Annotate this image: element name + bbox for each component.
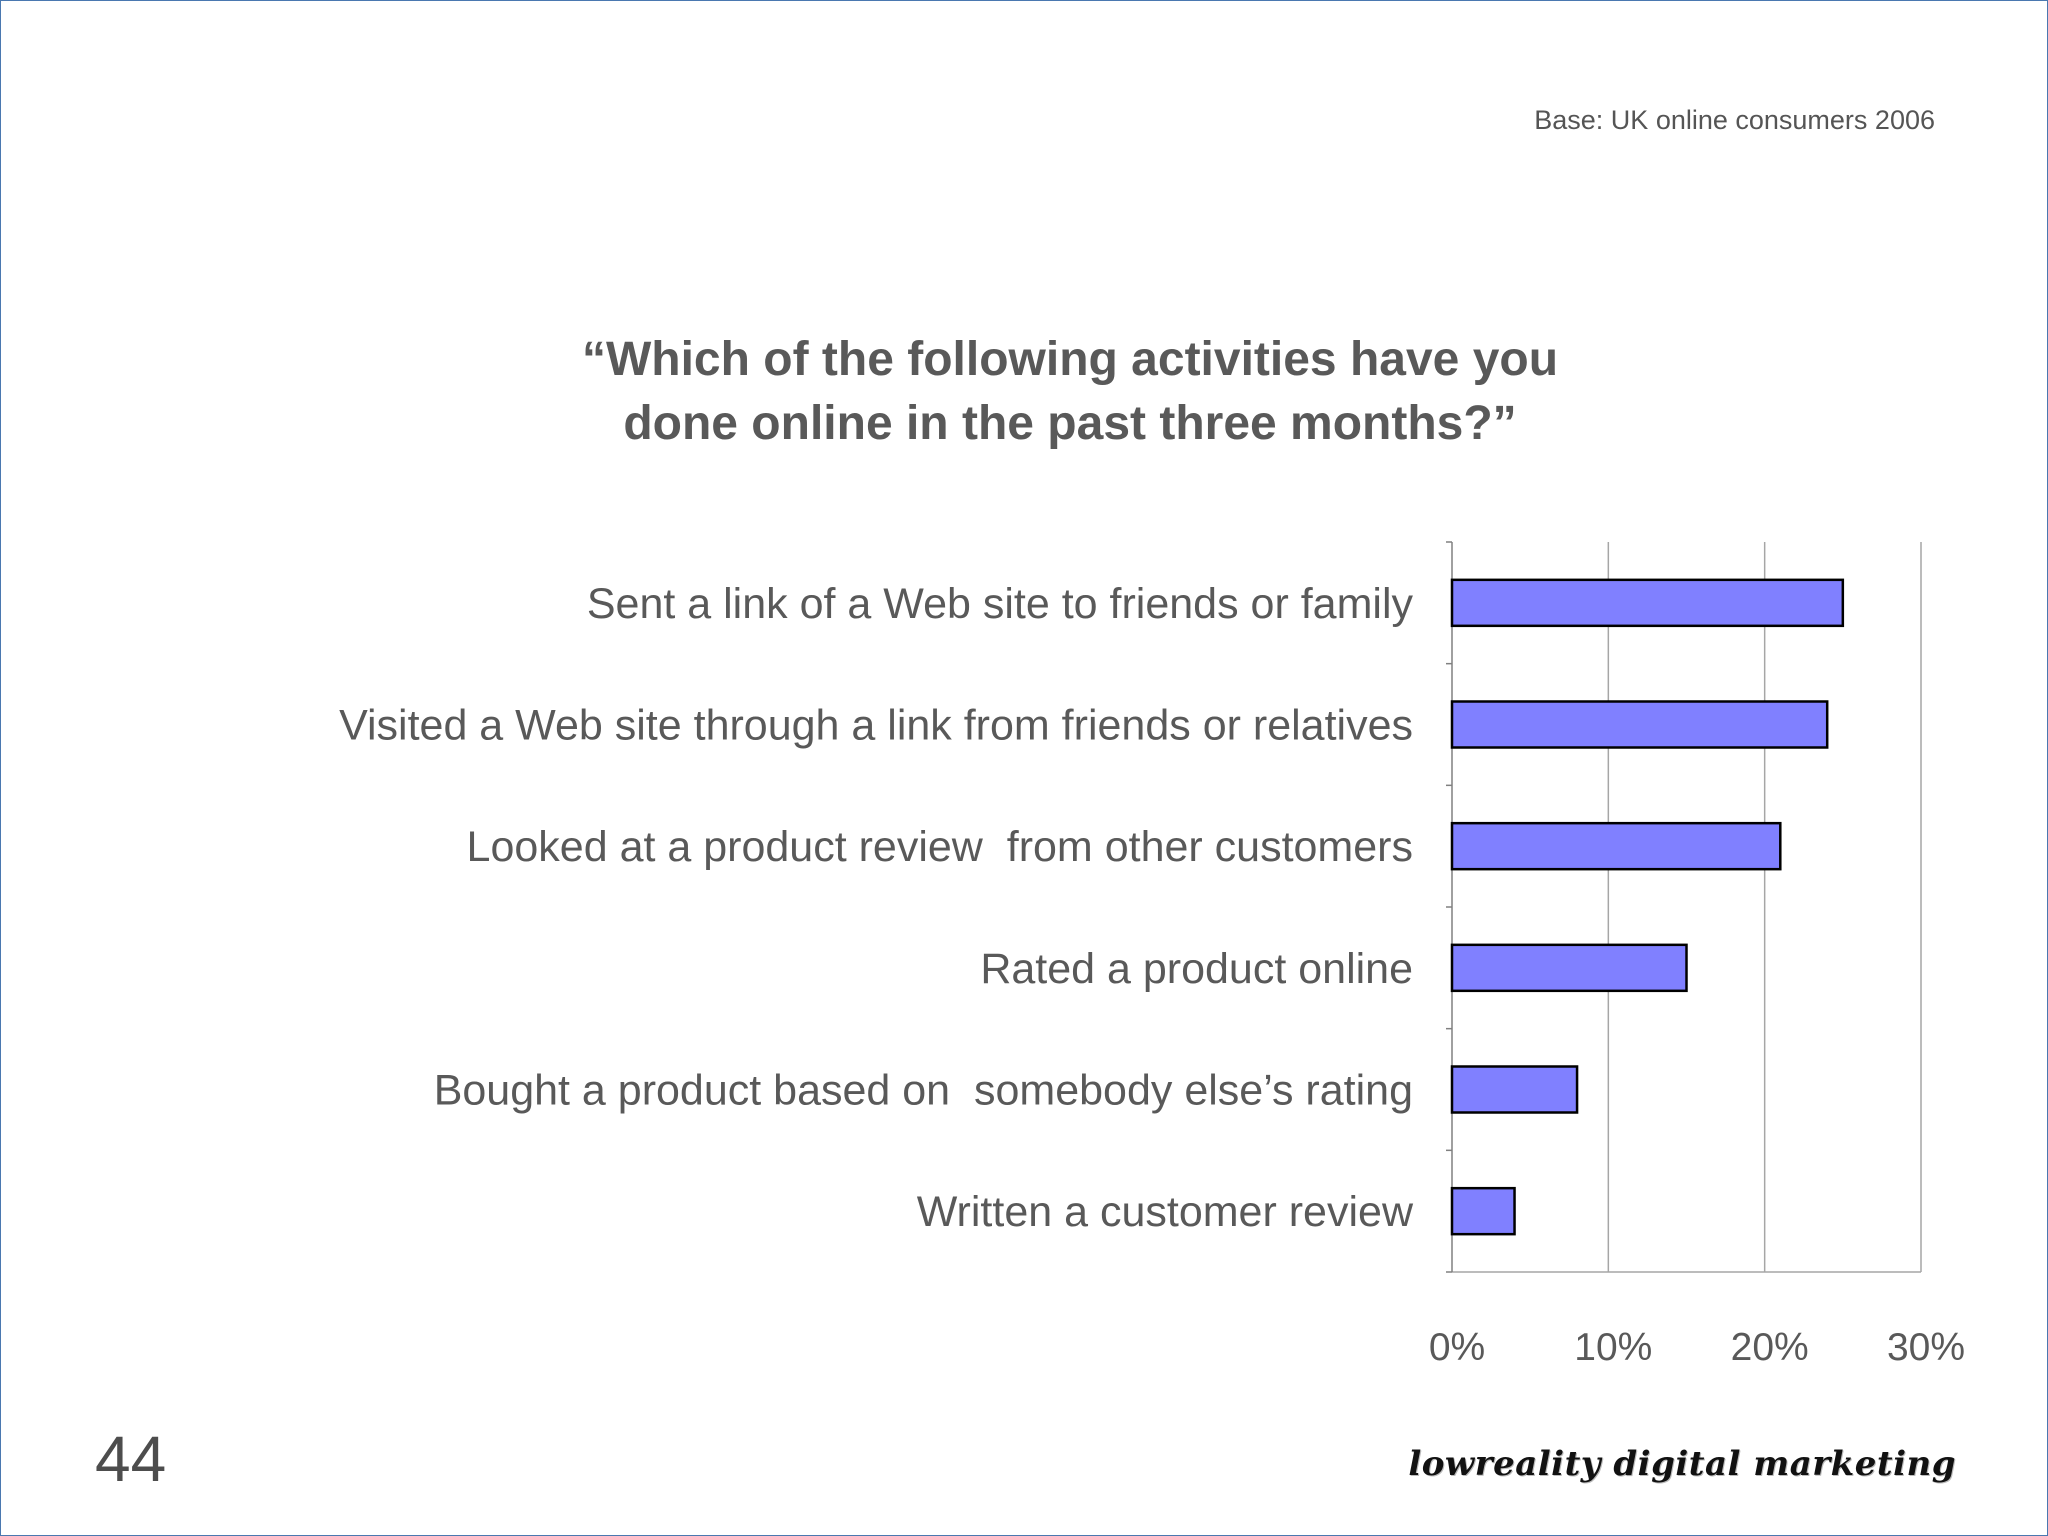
x-tick-label-2: 20% — [1731, 1326, 1809, 1369]
bar-4 — [1450, 943, 1688, 993]
category-label-4: Rated a product online — [980, 945, 1413, 993]
chart-title: “Which of the following activities have … — [460, 328, 1680, 456]
bar-3 — [1450, 821, 1782, 871]
category-label-2: Visited a Web site through a link from f… — [339, 702, 1413, 750]
bar-1 — [1450, 578, 1845, 628]
category-label-5: Bought a product based on somebody else’… — [434, 1067, 1413, 1115]
bar-6 — [1450, 1186, 1516, 1236]
chart-title-line-1: “Which of the following activities have … — [581, 333, 1559, 386]
x-tick-label-0: 0% — [1429, 1326, 1485, 1369]
bar-5 — [1450, 1065, 1579, 1114]
bar-2 — [1450, 700, 1829, 749]
x-tick-label-1: 10% — [1574, 1326, 1652, 1369]
chart-title-line-2: done online in the past three months?” — [623, 397, 1517, 450]
x-tick-label-3: 30% — [1887, 1326, 1965, 1369]
base-note: Base: UK online consumers 2006 — [1534, 105, 1935, 135]
grid-lines — [1607, 542, 1922, 1272]
bars — [1450, 578, 1845, 1236]
page-number: 44 — [95, 1423, 167, 1495]
tick-labels: 0% 10% 20% 30% — [1429, 1326, 1965, 1369]
category-label-3: Looked at a product review from other cu… — [467, 823, 1413, 871]
category-labels: Sent a link of a Web site to friends or … — [339, 580, 1414, 1236]
brand-logo: lowreality digital marketing — [1408, 1444, 1956, 1484]
axes — [1446, 541, 1921, 1273]
category-label-6: Written a customer review — [917, 1188, 1414, 1236]
category-label-1: Sent a link of a Web site to friends or … — [587, 580, 1414, 628]
